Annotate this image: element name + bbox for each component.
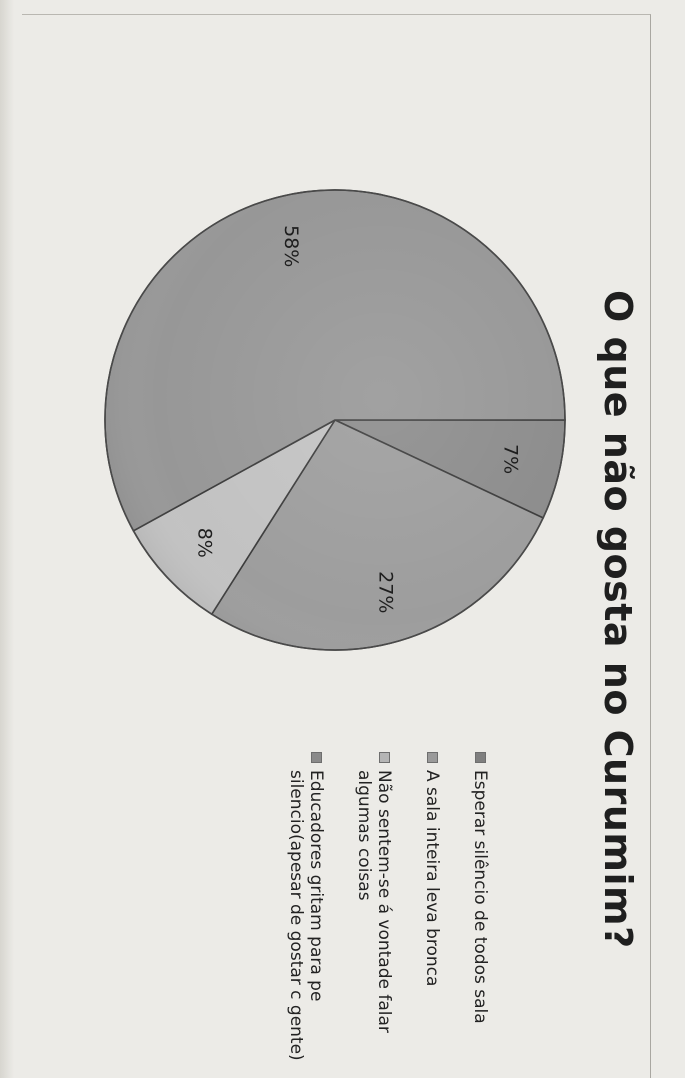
legend-item: Esperar silêncio de todos sala	[470, 752, 490, 1072]
page-shadow	[0, 0, 14, 1078]
pie-data-label: 7%	[500, 444, 522, 474]
pie-chart: 7% 27% 8% 58%	[104, 189, 566, 651]
pie-data-labels: 7% 27% 8% 58%	[194, 225, 522, 613]
legend-label: Educadores gritam para pe silencio(apesa…	[286, 770, 326, 1061]
legend: Esperar silêncio de todos sala A sala in…	[258, 752, 490, 1072]
pie-data-label: 27%	[375, 571, 397, 613]
legend-label: Não sentem-se á vontade falar algumas co…	[354, 770, 394, 1033]
slide: O que não gosta no Curumim? 7% 27% 8% 58% E…	[24, 30, 650, 1070]
pie-shading	[104, 189, 566, 651]
pie-slices	[104, 189, 566, 651]
legend-label: Esperar silêncio de todos sala	[470, 770, 490, 1024]
legend-swatch	[311, 752, 322, 763]
legend-swatch	[379, 752, 390, 763]
slide-border	[22, 14, 651, 1078]
legend-item: Educadores gritam para pe silencio(apesa…	[286, 752, 326, 1072]
legend-item: Não sentem-se á vontade falar algumas co…	[354, 752, 394, 1072]
pie-data-label: 8%	[194, 528, 216, 558]
legend-swatch	[427, 752, 438, 763]
legend-label: A sala inteira leva bronca	[422, 770, 442, 987]
pie-data-label: 58%	[280, 225, 302, 267]
legend-item: A sala inteira leva bronca	[422, 752, 442, 1072]
legend-swatch	[475, 752, 486, 763]
